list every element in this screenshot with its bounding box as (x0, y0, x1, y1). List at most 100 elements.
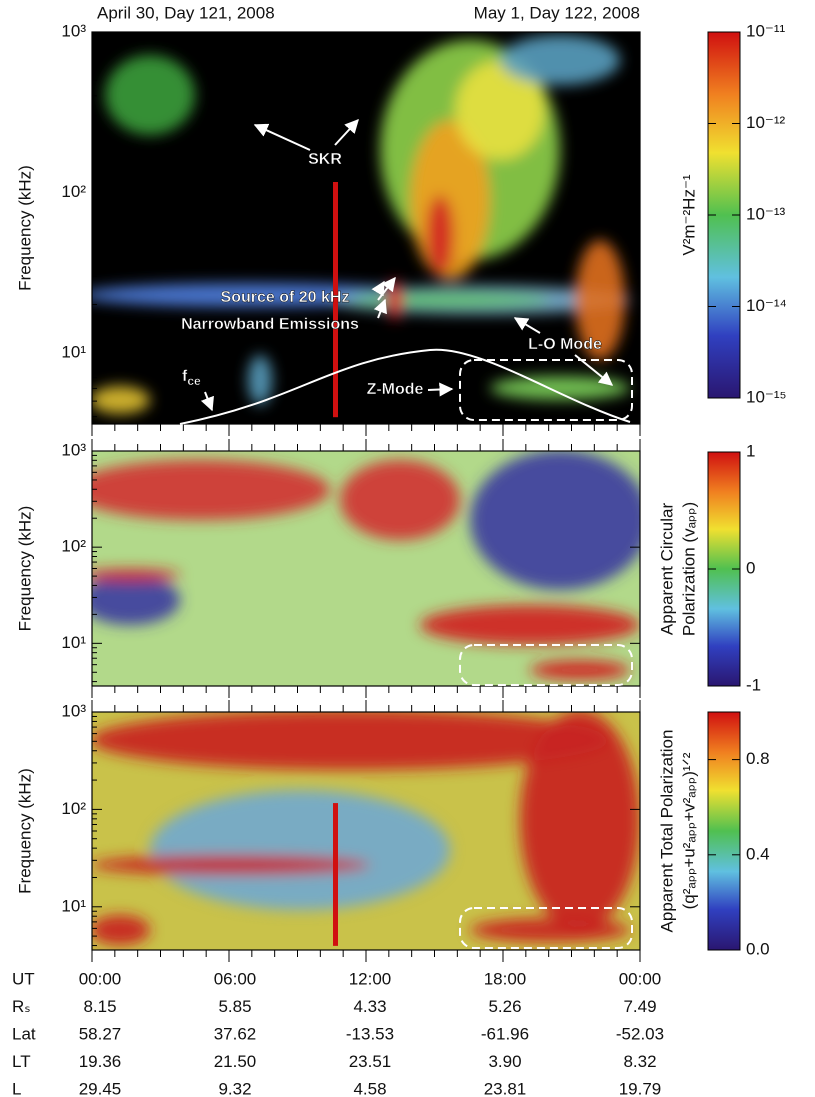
feature (520, 712, 640, 930)
colorbar-tick-label: 0 (746, 558, 755, 577)
row-value: 8.32 (623, 1052, 656, 1071)
arrow (253, 123, 311, 151)
feature (575, 240, 625, 360)
colorbar-label: Apparent Total Polarization (657, 730, 676, 933)
feature (248, 355, 272, 405)
colorbar-tick-label: -1 (746, 675, 761, 694)
colorbar-label: V²m⁻²Hz⁻¹ (679, 174, 698, 256)
row-value: 9.32 (218, 1079, 251, 1097)
row-value: 7.49 (623, 997, 656, 1016)
y-tick-label: 10² (61, 182, 86, 201)
row-label: L (12, 1079, 21, 1097)
colorbar-label: Polarization (vₐₚₚ) (679, 502, 698, 636)
row-value: -52.03 (616, 1024, 664, 1043)
feature (150, 790, 450, 910)
arrow (200, 391, 214, 412)
feature (455, 60, 545, 160)
row-value: 00:00 (79, 969, 122, 988)
row-value: 8.15 (83, 997, 116, 1016)
feature (92, 915, 150, 945)
row-value: 4.58 (353, 1079, 386, 1097)
feature (92, 712, 610, 770)
dashed-box (459, 359, 633, 421)
row-value: 19.36 (79, 1052, 122, 1071)
y-tick-label: 10¹ (61, 342, 86, 361)
spectrogram (92, 451, 640, 686)
annotation: Narrowband Emissions (181, 316, 359, 333)
colorbar-tick-label: 0.0 (746, 939, 770, 958)
feature (470, 918, 630, 942)
feature (92, 386, 150, 414)
y-tick-label: 10¹ (61, 633, 86, 652)
arrow (334, 118, 359, 146)
spectrogram (92, 32, 640, 424)
row-label: UT (12, 969, 35, 988)
feature (92, 460, 330, 520)
y-tick-label: 10³ (61, 440, 86, 459)
row-value: 19.79 (619, 1079, 662, 1097)
feature (105, 55, 195, 135)
spectrogram-features (92, 451, 640, 680)
row-value: -13.53 (346, 1024, 394, 1043)
annotation: fce (182, 368, 201, 388)
row-value: 18:00 (484, 969, 527, 988)
feature (333, 803, 338, 946)
row-value: 3.90 (488, 1052, 521, 1071)
dashed-box (459, 907, 633, 949)
row-value: 06:00 (214, 969, 257, 988)
spectrogram-features (92, 712, 640, 945)
row-label: Rₛ (12, 997, 31, 1016)
y-tick-label: 10³ (61, 21, 86, 40)
annotation: L-O Mode (528, 336, 602, 353)
dashed-box (459, 644, 633, 686)
colorbar-label: (q²ₐₚₚ+u²ₐₚₚ+v²ₐₚₚ)¹ᐟ² (679, 752, 698, 909)
colorbar-tick-label: 10⁻¹⁵ (746, 387, 787, 406)
feature (426, 195, 454, 275)
annotation-subscript: ce (187, 374, 201, 388)
y-axis-label: Frequency (kHz) (15, 506, 34, 632)
colorbar-tick-label: 10⁻¹³ (746, 204, 786, 223)
colorbar-tick-label: 0.8 (746, 749, 770, 768)
row-label: Lat (12, 1024, 36, 1043)
row-value: 21.50 (214, 1052, 257, 1071)
row-label: LT (12, 1052, 31, 1071)
annotation-text: f (182, 368, 188, 385)
row-value: 4.33 (353, 997, 386, 1016)
colorbar-tick-label: 10⁻¹² (746, 113, 786, 132)
colorbar-tick-label: 10⁻¹¹ (746, 21, 786, 40)
row-value: 5.26 (488, 997, 521, 1016)
colorbar-tick-label: 10⁻¹⁴ (746, 296, 787, 315)
arrow (513, 317, 541, 334)
y-tick-label: 10³ (61, 701, 86, 720)
annotation: SKR (308, 151, 342, 168)
colorbar-tick-label: 1 (746, 441, 755, 460)
date-right: May 1, Day 122, 2008 (474, 3, 640, 22)
arrow (373, 298, 387, 319)
row-value: 29.45 (79, 1079, 122, 1097)
fce-curve (179, 348, 631, 425)
row-value: 37.62 (214, 1024, 257, 1043)
row-value: 23.81 (484, 1079, 527, 1097)
feature (333, 182, 338, 418)
annotation: Source of 20 kHz (221, 289, 350, 306)
y-tick-label: 10² (61, 799, 86, 818)
feature (92, 855, 370, 875)
feature (92, 575, 180, 625)
arrow (427, 382, 454, 397)
feature (92, 569, 180, 581)
row-value: 23.51 (349, 1052, 392, 1071)
feature (500, 35, 620, 85)
feature (340, 460, 460, 540)
feature (350, 292, 550, 308)
colorbar (707, 711, 741, 951)
feature (530, 660, 630, 680)
y-axis-label: Frequency (kHz) (15, 768, 34, 894)
date-left: April 30, Day 121, 2008 (97, 3, 275, 22)
feature (470, 451, 640, 590)
feature (420, 605, 640, 645)
row-value: 00:00 (619, 969, 662, 988)
y-axis-label: Frequency (kHz) (15, 165, 34, 291)
colorbar-tick-label: 0.4 (746, 844, 770, 863)
y-tick-label: 10² (61, 537, 86, 556)
